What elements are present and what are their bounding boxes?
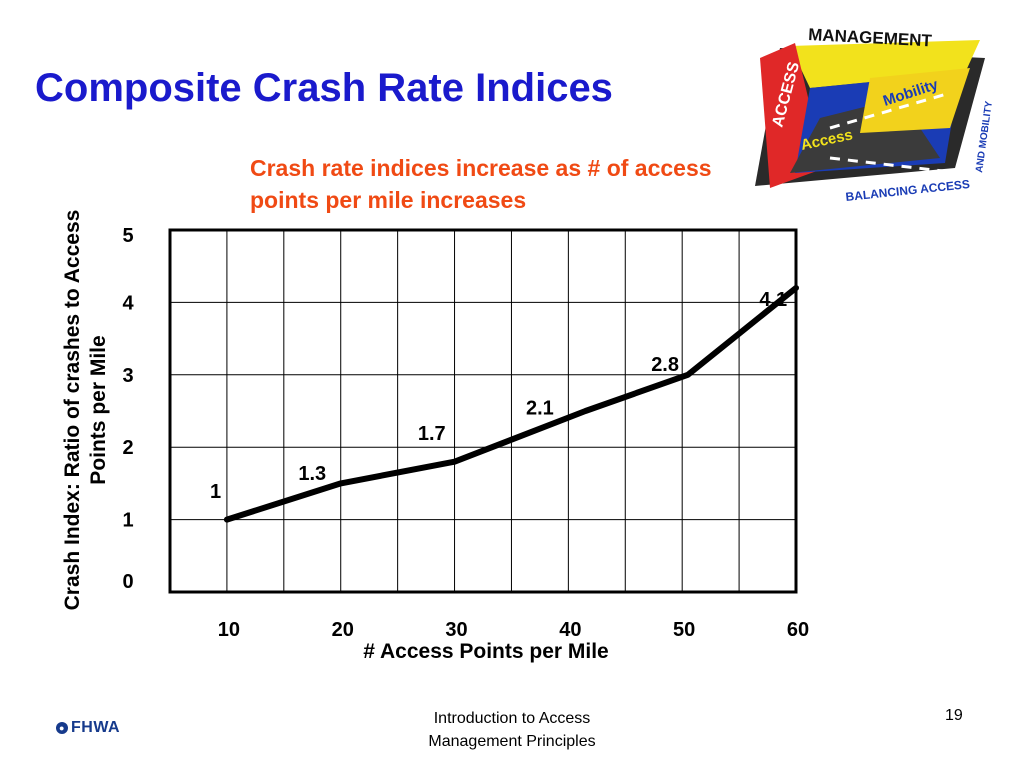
data-label: 1.7 <box>418 423 446 445</box>
x-tick-label: 60 <box>787 619 809 641</box>
slide-title: Composite Crash Rate Indices <box>35 66 613 110</box>
footer-text: Introduction to Access Management Princi… <box>428 707 595 753</box>
y-tick-label: 5 <box>122 225 133 247</box>
access-management-logo: MANAGEMENT ACCESS Mobility Access AND MO… <box>755 25 995 204</box>
page-number: 19 <box>945 707 963 724</box>
x-tick-label: 40 <box>559 619 581 641</box>
x-tick-label: 50 <box>673 619 695 641</box>
footer-line-2: Management Principles <box>428 733 596 750</box>
x-tick-label: 20 <box>332 619 354 641</box>
chart-subtitle: Crash rate indices increase as # of acce… <box>250 155 712 213</box>
fhwa-emblem-icon: ● <box>56 722 68 734</box>
y-tick-label: 1 <box>122 510 133 532</box>
fhwa-label: FHWA <box>71 719 121 736</box>
y-tick-label: 4 <box>122 292 134 314</box>
y-tick-label: 3 <box>122 365 133 387</box>
plot-frame <box>168 228 798 594</box>
data-label: 2.1 <box>526 398 554 420</box>
x-axis-label: # Access Points per Mile <box>363 640 609 663</box>
data-label: 2.8 <box>651 354 679 376</box>
crash-index-line <box>223 284 799 523</box>
data-label: 1 <box>210 481 221 503</box>
footer-line-1: Introduction to Access <box>433 710 591 727</box>
y-axis-label: Crash Index: Ratio of crashes to Access … <box>61 209 110 611</box>
data-label: 1.3 <box>298 463 326 485</box>
y-tick-label: 0 <box>122 571 133 593</box>
x-tick-label: 10 <box>218 619 240 641</box>
data-label: 4.1 <box>759 289 787 311</box>
fhwa-logo: ● FHWA <box>56 719 120 737</box>
x-tick-label: 30 <box>445 619 467 641</box>
y-tick-label: 2 <box>122 437 133 459</box>
